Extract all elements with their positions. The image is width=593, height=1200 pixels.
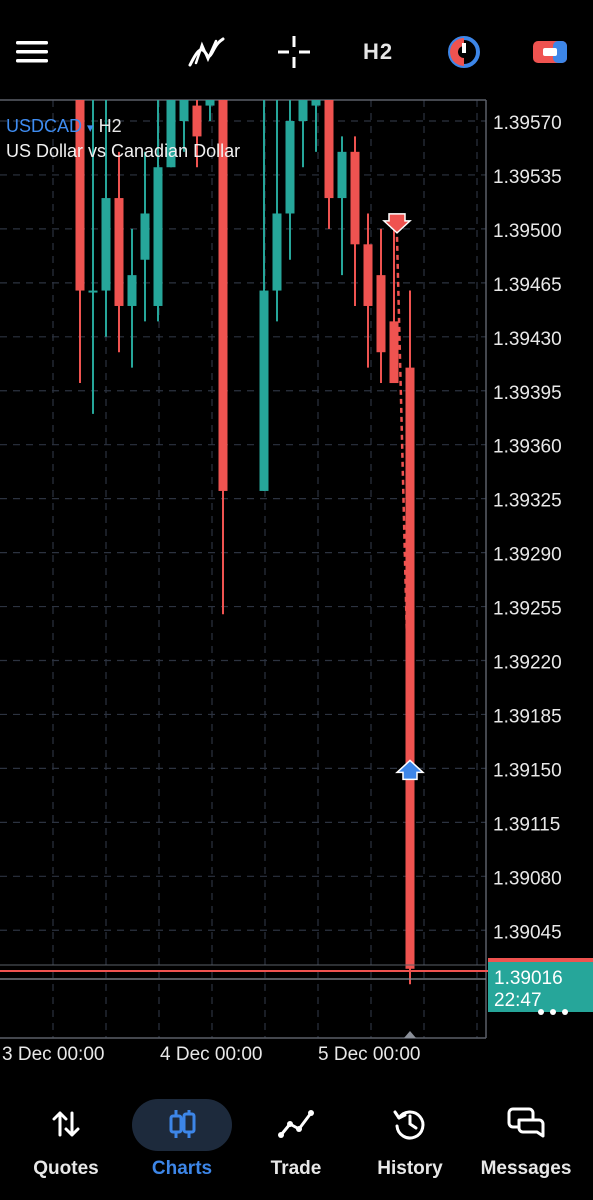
price-axis-label: 1.39185 <box>493 706 562 727</box>
price-axis-label: 1.39325 <box>493 491 562 512</box>
nav-trade[interactable]: Trade <box>237 1090 355 1200</box>
nav-history-label: History <box>377 1158 443 1179</box>
charts-candles-icon <box>123 1104 241 1144</box>
messages-chat-icon <box>467 1104 585 1144</box>
quotes-arrows-icon <box>7 1104 125 1144</box>
candle-body <box>259 290 269 491</box>
candle-body <box>272 213 282 291</box>
candle-body <box>127 275 137 306</box>
chart-type-icon[interactable] <box>528 26 572 78</box>
history-clock-icon <box>351 1104 469 1144</box>
bar-countdown-timer: 22:47 <box>494 990 542 1011</box>
current-price-value: 1.39016 <box>494 968 563 989</box>
nav-quotes-label: Quotes <box>33 1158 99 1179</box>
current-price-tag[interactable] <box>488 962 593 1012</box>
candles-group <box>75 100 415 985</box>
price-axis-label: 1.39570 <box>493 113 562 134</box>
crosshair-icon[interactable] <box>272 26 316 78</box>
candle-body <box>337 151 347 199</box>
nav-charts-label: Charts <box>151 1158 213 1179</box>
price-axis-label: 1.39115 <box>493 814 560 835</box>
price-axis-label: 1.39080 <box>493 868 562 889</box>
price-axis-label: 1.39465 <box>493 275 562 296</box>
candle-body <box>389 321 399 384</box>
nav-trade-label: Trade <box>270 1158 322 1179</box>
price-axis-label: 1.39220 <box>493 653 562 674</box>
chart-shift-marker-icon[interactable] <box>404 1031 416 1038</box>
candle-body <box>88 290 98 293</box>
price-axis-label: 1.39255 <box>493 599 562 620</box>
more-dots-icon <box>550 1009 556 1015</box>
time-axis-label: 3 Dec 00:00 <box>2 1044 104 1065</box>
candle-body <box>179 100 189 121</box>
candle-body <box>285 121 295 214</box>
candle-body <box>311 100 321 106</box>
indicators-icon[interactable] <box>184 26 228 78</box>
top-toolbar: H2 <box>0 0 593 100</box>
candle-body <box>140 213 150 260</box>
nav-messages[interactable]: Messages <box>467 1090 585 1200</box>
symbol-name[interactable]: USDCAD <box>6 116 83 136</box>
symbol-header[interactable]: USDCAD ▾ H2 <box>6 114 122 140</box>
trade-connector-line <box>395 236 412 763</box>
sell-marker-icon[interactable] <box>382 213 412 234</box>
price-axis-label: 1.39500 <box>493 221 562 242</box>
candle-body <box>205 100 215 106</box>
price-axis-label: 1.39395 <box>493 383 562 404</box>
candle-body <box>376 275 386 353</box>
candle-body <box>75 100 85 291</box>
timeframe-button[interactable]: H2 <box>356 26 400 78</box>
buy-marker-icon[interactable] <box>395 759 425 781</box>
more-dots-icon <box>562 1009 568 1015</box>
candle-body <box>153 167 163 306</box>
more-dots-icon <box>538 1009 544 1015</box>
price-axis-label: 1.39360 <box>493 437 562 458</box>
nav-charts[interactable]: Charts <box>123 1090 241 1200</box>
price-axis-label: 1.39045 <box>493 922 562 943</box>
candle-body <box>350 151 360 245</box>
nav-quotes[interactable]: Quotes <box>7 1090 125 1200</box>
price-axis-label: 1.39290 <box>493 545 562 566</box>
price-chart[interactable]: 1.39570 1.39535 1.39500 1.39465 1.39430 1.393… <box>0 0 593 1090</box>
candle-body <box>101 198 111 291</box>
symbol-description: US Dollar vs Canadian Dollar <box>6 141 241 161</box>
nav-messages-label: Messages <box>480 1158 572 1179</box>
candle-body <box>405 367 415 969</box>
price-axis-label: 1.39535 <box>493 167 562 188</box>
symbol-timeframe: H2 <box>98 116 122 136</box>
time-axis-label: 5 Dec 00:00 <box>318 1044 420 1065</box>
trade-line-icon <box>237 1104 355 1144</box>
nav-history[interactable]: History <box>351 1090 469 1200</box>
price-axis-label: 1.39150 <box>493 760 562 781</box>
symbol-dropdown-icon[interactable]: ▾ <box>87 120 94 135</box>
bottom-navigation: Quotes Charts Trade History Messages <box>0 1090 593 1200</box>
candle-body <box>363 244 373 306</box>
hamburger-menu-icon[interactable] <box>10 26 54 78</box>
candle-body <box>166 100 176 168</box>
one-click-trading-icon[interactable] <box>442 26 486 78</box>
time-axis-label: 4 Dec 00:00 <box>160 1044 262 1065</box>
candle-body <box>192 105 202 137</box>
candle-body <box>114 198 124 306</box>
candle-body <box>218 100 228 491</box>
candle-body <box>298 100 308 121</box>
candle-body <box>324 100 334 199</box>
price-axis-label: 1.39430 <box>493 329 562 350</box>
timeframe-label: H2 <box>362 39 394 64</box>
